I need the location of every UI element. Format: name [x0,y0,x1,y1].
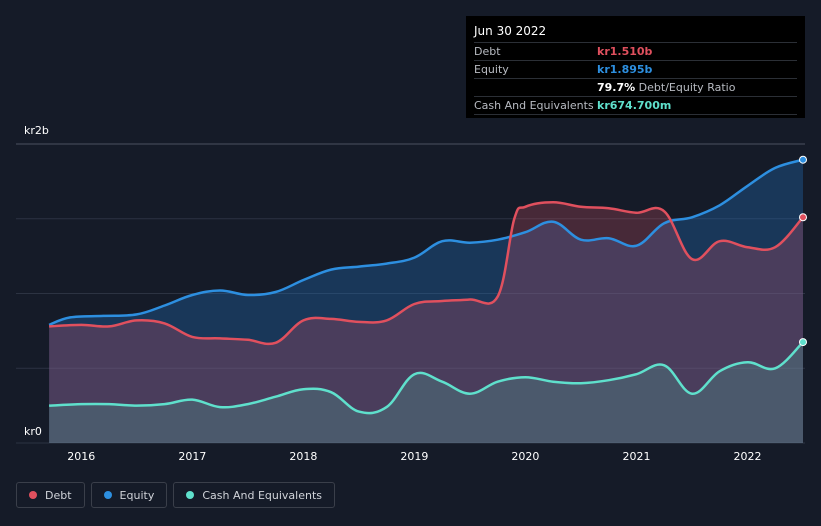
tooltip-cash-value: kr674.700m [597,99,672,112]
x-tick-label: 2020 [511,450,539,463]
y-tick-label-bottom: kr0 [24,425,42,438]
tooltip-debt-label: Debt [474,45,501,58]
tooltip-row-ratio: 79.7% Debt/Equity Ratio [474,78,797,96]
x-tick-label: 2018 [289,450,317,463]
equity-end-marker [799,155,807,164]
grid-lines [16,143,805,444]
series-lines [48,158,804,415]
x-axis-labels: 2016 2017 2018 2019 2020 2021 2022 [67,450,761,463]
tooltip-cash-label: Cash And Equivalents [474,99,594,112]
x-tick-label: 2019 [400,450,428,463]
cash-and-equivalents-end-marker [799,338,807,347]
x-tick-label: 2017 [178,450,206,463]
tooltip-row-cash: Cash And Equivalents kr674.700m [474,96,797,115]
tooltip-ratio-value: 79.7% [597,81,636,94]
debt-dot-icon [29,491,37,499]
end-markers [799,155,807,347]
x-tick-label: 2016 [67,450,95,463]
equity-dot-icon [103,491,112,499]
debt-line [49,201,804,346]
data-tooltip: Jun 30 2022 Debt kr1.510b Equity kr1.895… [466,16,805,118]
tooltip-equity-value: kr1.895b [597,63,653,76]
debt-end-marker [799,213,807,222]
y-axis-labels: kr2b kr0 [24,124,49,438]
tooltip-row-equity: Equity kr1.895b [474,60,797,78]
tooltip-date: Jun 30 2022 [474,24,547,38]
tooltip-debt-value: kr1.510b [597,45,653,58]
legend-item-cash[interactable]: Cash And Equivalents [173,482,335,508]
cash-and-equivalents-area [49,342,804,443]
x-tick-label: 2022 [733,450,761,463]
debt-area [49,202,804,443]
legend-equity-label: Equity [119,488,155,502]
chart-legend: Debt Equity Cash And Equivalents [16,482,335,508]
tooltip-equity-label: Equity [474,63,509,76]
legend-item-debt[interactable]: Debt [16,482,85,508]
equity-line [48,158,804,327]
legend-cash-label: Cash And Equivalents [202,488,322,502]
tooltip-row-debt: Debt kr1.510b [474,42,797,60]
legend-item-equity[interactable]: Equity [90,482,168,508]
x-tick-label: 2021 [622,450,650,463]
y-tick-label-top: kr2b [24,124,49,137]
tooltip-ratio-label: Debt/Equity Ratio [638,81,736,94]
cash-dot-icon [186,491,195,499]
cash-and-equivalents-line [49,341,804,415]
legend-debt-label: Debt [45,488,72,502]
